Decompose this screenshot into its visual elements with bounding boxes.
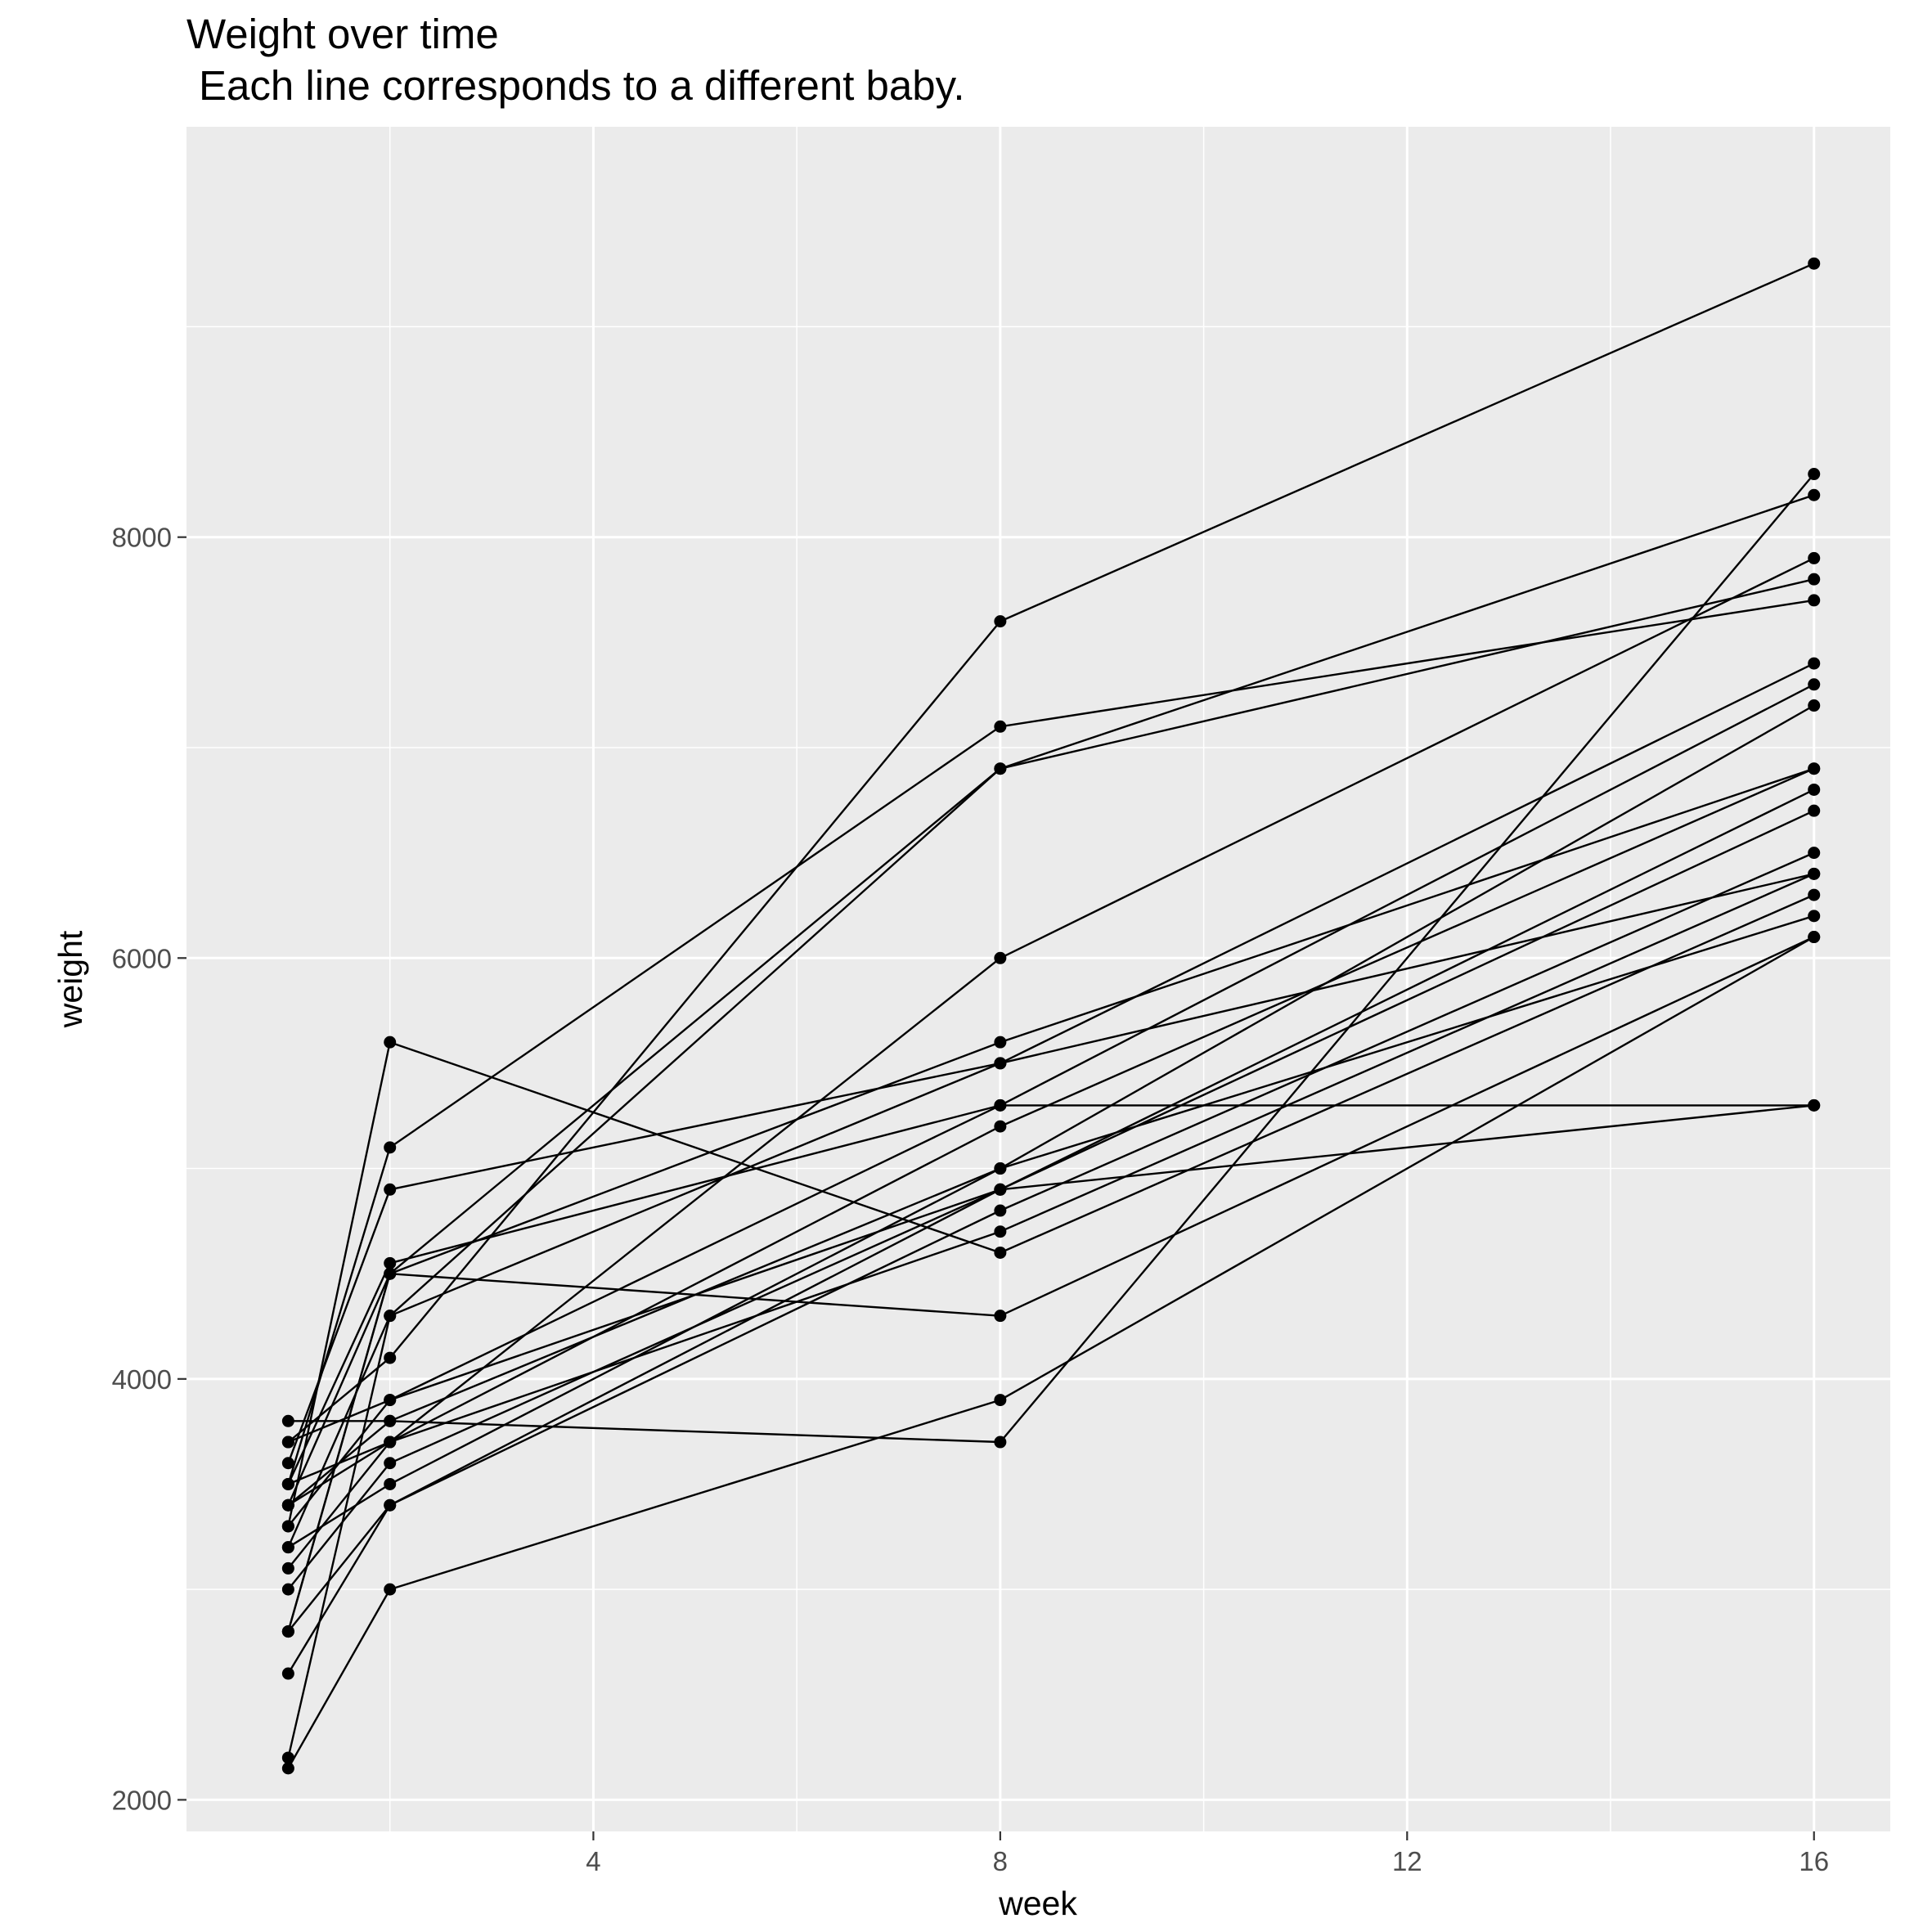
data-point — [1808, 657, 1821, 670]
x-tick-label: 4 — [586, 1846, 600, 1876]
data-point — [1808, 910, 1821, 923]
data-point — [1808, 783, 1821, 796]
data-point — [281, 1436, 294, 1449]
data-point — [994, 1204, 1007, 1217]
series-line-11 — [287, 767, 1815, 1570]
data-point — [1808, 573, 1821, 586]
data-point — [994, 1099, 1007, 1112]
x-axis-title: week — [998, 1885, 1077, 1922]
series-line-22 — [287, 1104, 1814, 1485]
series-line-7 — [287, 663, 1815, 1464]
y-tick-label: 8000 — [112, 523, 172, 553]
data-point — [281, 1762, 294, 1775]
data-point — [1808, 678, 1821, 691]
series-line-5 — [287, 557, 1815, 1507]
data-point — [994, 1436, 1007, 1449]
data-point — [384, 1457, 397, 1470]
x-tick-label: 8 — [993, 1846, 1008, 1876]
data-point — [384, 1141, 397, 1154]
grid-minor — [186, 127, 1890, 1831]
y-tick-label: 4000 — [112, 1364, 172, 1395]
series-line-4 — [287, 599, 1814, 1485]
data-point — [281, 1667, 294, 1680]
data-point — [1808, 931, 1821, 944]
data-point — [281, 1520, 294, 1533]
data-point — [994, 1036, 1007, 1049]
y-tick-label: 2000 — [112, 1785, 172, 1815]
data-point — [994, 1310, 1007, 1323]
data-point — [994, 720, 1007, 733]
data-point — [1808, 488, 1821, 501]
data-point — [384, 1256, 397, 1269]
data-point — [1808, 257, 1821, 270]
data-point — [994, 1162, 1007, 1175]
data-point — [1808, 804, 1821, 817]
data-point — [281, 1561, 294, 1575]
series-line-21 — [287, 1104, 1814, 1444]
plot-panel — [186, 127, 1890, 1831]
data-point — [994, 762, 1007, 775]
data-point — [281, 1414, 294, 1427]
data-point — [384, 1036, 397, 1049]
x-axis: 4 8 12 16 — [586, 1831, 1829, 1876]
data-point — [994, 951, 1007, 964]
data-point — [281, 1477, 294, 1490]
data-point — [384, 1583, 397, 1596]
data-point — [1808, 888, 1821, 901]
data-point — [1808, 1099, 1821, 1112]
y-axis-title: weight — [52, 930, 89, 1028]
data-point — [281, 1583, 294, 1596]
y-axis: 2000 4000 6000 8000 — [112, 523, 186, 1815]
series-line-20 — [287, 936, 1815, 1769]
data-point — [994, 1225, 1007, 1238]
series-layer — [281, 257, 1821, 1775]
data-point — [384, 1267, 397, 1280]
chart-subtitle: Each line corresponds to a different bab… — [199, 62, 965, 109]
data-point — [281, 1541, 294, 1554]
data-point — [384, 1414, 397, 1427]
data-point — [281, 1498, 294, 1512]
series-line-13 — [287, 810, 1815, 1590]
data-point — [384, 1436, 397, 1449]
data-point — [1808, 847, 1821, 860]
x-tick-label: 16 — [1799, 1846, 1829, 1876]
data-point — [384, 1394, 397, 1407]
chart-title: Weight over time — [186, 11, 499, 57]
data-point — [994, 1246, 1007, 1259]
data-point — [281, 1751, 294, 1764]
data-point — [384, 1477, 397, 1490]
data-point — [384, 1498, 397, 1512]
data-point — [1808, 762, 1821, 775]
data-point — [281, 1457, 294, 1470]
data-point — [994, 1183, 1007, 1196]
data-point — [1808, 551, 1821, 564]
data-point — [994, 1057, 1007, 1070]
series-line-10 — [287, 767, 1815, 1506]
data-point — [1808, 468, 1821, 481]
series-line-16 — [287, 873, 1814, 1759]
series-line-3 — [287, 494, 1815, 1548]
x-tick-label: 12 — [1392, 1846, 1422, 1876]
data-point — [384, 1310, 397, 1323]
data-point — [994, 1394, 1007, 1407]
series-line-12 — [287, 789, 1815, 1633]
data-point — [384, 1183, 397, 1196]
data-point — [1808, 594, 1821, 607]
y-tick-label: 6000 — [112, 943, 172, 973]
series-line-14 — [287, 851, 1815, 1674]
series-line-17 — [287, 894, 1815, 1527]
data-point — [994, 1120, 1007, 1133]
data-point — [994, 615, 1007, 628]
data-point — [384, 1351, 397, 1364]
data-point — [1808, 867, 1821, 880]
series-line-1 — [287, 263, 1815, 1443]
data-point — [1808, 699, 1821, 712]
data-point — [281, 1625, 294, 1638]
